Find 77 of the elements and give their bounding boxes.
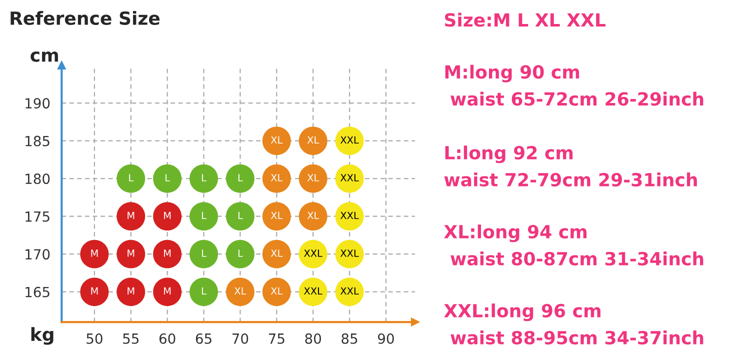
point <box>80 240 109 268</box>
text: XL <box>307 174 320 182</box>
series-label: XL <box>270 250 283 257</box>
y-tick-label: 190 <box>26 98 50 109</box>
text: XL <box>270 212 283 220</box>
text: XL:long 94 cm <box>444 224 586 242</box>
text: waist 88-95cm 34-37inch <box>450 330 704 344</box>
point <box>226 240 254 268</box>
x-axis-title: kg <box>31 327 54 345</box>
y-tick-label: 165 <box>26 286 50 298</box>
point <box>116 164 146 193</box>
text: M:long 90 cm <box>445 64 580 82</box>
text: waist 80-87cm 31-34inch <box>450 252 704 266</box>
text: waist 72-79cm 29-31inch <box>444 172 697 187</box>
text: XXL:long 96 cm <box>444 304 600 322</box>
point <box>116 240 146 268</box>
point <box>80 278 109 306</box>
point <box>153 278 182 306</box>
text: L <box>238 174 243 182</box>
text: XL <box>270 174 283 182</box>
text: L <box>202 174 206 182</box>
point <box>190 164 218 193</box>
point <box>190 240 218 268</box>
text: L <box>238 250 243 257</box>
text: waist 65-72cm 26-29inch <box>450 92 704 106</box>
text: L <box>129 174 134 182</box>
x-tick-label: 75 <box>268 334 284 344</box>
series-label: L <box>202 250 206 257</box>
point <box>190 202 218 231</box>
text: L:long 92 cm <box>445 146 573 164</box>
x-tick-label: 80 <box>305 333 321 344</box>
x-tick-label: 90 <box>378 333 394 344</box>
y-tick-label: 170 <box>26 249 50 260</box>
text: M <box>164 250 171 257</box>
point <box>153 240 182 268</box>
x-tick-label: 50 <box>86 333 102 344</box>
text: L <box>202 212 206 220</box>
text: L <box>166 174 170 182</box>
series-label: M <box>128 250 134 257</box>
text: M <box>128 212 134 220</box>
chart-title: Reference Size <box>10 11 160 25</box>
text: XXL <box>340 174 359 182</box>
text: XXL <box>304 250 322 257</box>
text: XXL <box>340 212 359 220</box>
text: XXL <box>340 250 359 257</box>
point <box>153 164 182 193</box>
text: XL <box>307 212 320 220</box>
text: XXL <box>304 287 322 295</box>
point <box>226 202 254 231</box>
y-tick-label: 175 <box>26 211 50 222</box>
text: XL <box>307 136 320 144</box>
point <box>116 278 146 306</box>
y-tick-label: 185 <box>26 136 50 146</box>
text: L <box>238 212 243 220</box>
text: XL <box>270 136 283 144</box>
point <box>116 202 146 231</box>
x-tick-label: 55 <box>123 334 139 344</box>
series-label: XXL <box>340 136 359 144</box>
x-tick-label: 60 <box>159 333 176 344</box>
x-tick-label: 85 <box>342 333 358 344</box>
y-axis-title: cm <box>30 51 58 62</box>
y-tick-label: 180 <box>26 174 50 184</box>
text: M <box>91 250 98 257</box>
text: M <box>164 212 171 220</box>
text: M <box>128 287 134 295</box>
text: XL <box>234 287 246 295</box>
text: XL <box>270 287 283 295</box>
text: L <box>202 287 206 295</box>
text: M <box>91 287 98 295</box>
text: Size:M L XL XXL <box>444 12 606 27</box>
x-tick-label: 70 <box>232 333 248 344</box>
text: XXL <box>340 287 359 295</box>
point <box>190 278 218 306</box>
point <box>226 164 254 193</box>
x-tick-label: 65 <box>196 333 212 344</box>
point <box>153 202 182 231</box>
text: M <box>164 287 171 295</box>
